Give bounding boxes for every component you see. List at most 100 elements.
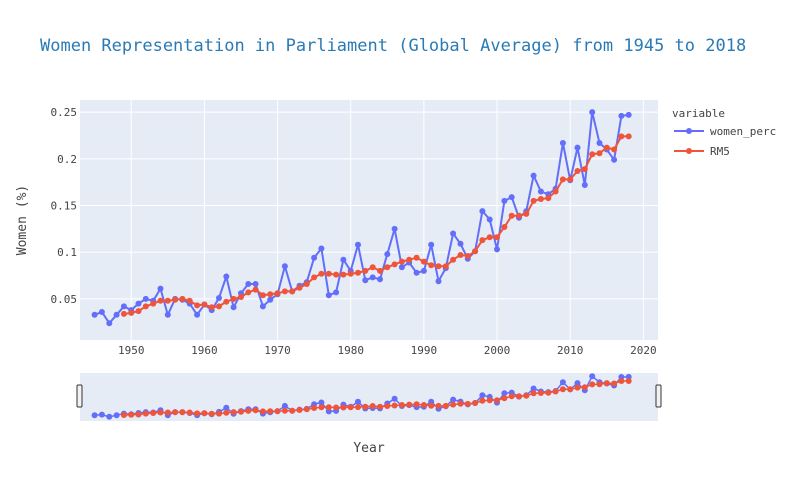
preview-data-point: [442, 402, 449, 409]
preview-data-point: [369, 403, 376, 409]
legend-marker: [686, 128, 692, 134]
data-point: [135, 308, 142, 315]
preview-data-point: [311, 405, 318, 411]
data-point: [530, 197, 537, 204]
legend-item-RM5[interactable]: RM5: [674, 145, 730, 158]
data-point: [223, 298, 230, 305]
data-point: [435, 263, 442, 270]
preview-data-point: [625, 378, 632, 384]
data-point: [537, 196, 544, 202]
data-point: [172, 296, 179, 303]
data-point: [259, 303, 266, 310]
data-point: [91, 311, 98, 318]
data-point: [486, 234, 493, 241]
data-point: [457, 252, 464, 258]
data-point: [611, 156, 618, 163]
x-tick-label: 2010: [557, 344, 584, 357]
data-point: [355, 241, 361, 248]
data-point: [128, 309, 135, 316]
data-point: [472, 248, 479, 255]
preview-data-point: [559, 386, 566, 393]
preview-data-point: [450, 401, 457, 408]
preview-data-point: [516, 393, 522, 400]
preview-data-point: [325, 408, 332, 415]
preview-data-point: [355, 404, 361, 411]
preview-data-point: [347, 404, 354, 411]
data-point: [281, 263, 288, 270]
data-point: [252, 286, 259, 293]
data-point: [113, 311, 120, 318]
range-slider-preview: [91, 373, 632, 420]
data-point: [413, 254, 420, 261]
data-point: [311, 274, 318, 281]
series-RM5: [120, 133, 632, 317]
preview-data-point: [318, 399, 325, 406]
preview-data-point: [325, 404, 332, 411]
preview-data-point: [142, 410, 149, 417]
data-point: [135, 300, 142, 307]
x-axis-title: Year: [353, 441, 384, 456]
data-point: [530, 172, 537, 179]
preview-data-point: [303, 406, 310, 413]
data-point: [340, 256, 347, 263]
range-slider[interactable]: [76, 373, 662, 421]
legend-label: women_perc: [710, 125, 776, 138]
data-point: [596, 140, 603, 146]
data-point: [508, 212, 515, 219]
data-point: [362, 277, 369, 284]
data-point: [318, 245, 325, 252]
data-point: [428, 262, 435, 269]
preview-data-point: [450, 396, 457, 403]
preview-data-point: [186, 409, 193, 416]
preview-data-point: [267, 408, 274, 415]
data-point: [574, 168, 581, 174]
data-point: [216, 295, 222, 301]
y-axis-title: Women (%): [15, 185, 30, 255]
data-point: [435, 278, 442, 285]
data-point: [157, 297, 164, 304]
data-point: [303, 281, 310, 287]
series-group: [91, 109, 632, 327]
preview-data-point: [508, 393, 515, 400]
data-point: [559, 140, 566, 146]
data-point: [479, 237, 486, 244]
preview-data-point: [238, 408, 244, 415]
preview-data-point: [106, 413, 113, 420]
x-axis-ticks: 1950 1960 1970 1980 1990 2000 2010 2020: [118, 344, 657, 357]
range-slider-left-handle[interactable]: [76, 384, 83, 408]
data-point: [120, 310, 127, 317]
data-point: [567, 176, 574, 183]
legend-item-women_perc[interactable]: women_perc: [674, 125, 776, 138]
grid: [80, 100, 658, 340]
preview-data-point: [625, 373, 632, 380]
preview-data-point: [428, 402, 435, 409]
data-point: [384, 251, 391, 258]
data-point: [186, 297, 193, 304]
preview-data-point: [486, 397, 493, 404]
preview-data-point: [230, 409, 237, 416]
data-point: [325, 270, 332, 277]
data-point: [98, 309, 105, 315]
data-point: [450, 230, 457, 237]
preview-series-RM5: [120, 378, 632, 418]
data-point: [581, 182, 588, 188]
range-slider-right-handle[interactable]: [655, 384, 662, 408]
data-point: [164, 311, 171, 318]
preview-data-point: [296, 407, 303, 413]
data-point: [223, 273, 230, 280]
preview-data-point: [355, 398, 361, 405]
data-point: [150, 300, 157, 307]
data-point: [318, 270, 325, 277]
x-tick-label: 1990: [411, 344, 438, 357]
preview-data-point: [333, 404, 340, 411]
preview-data-point: [340, 404, 347, 411]
data-point: [267, 291, 274, 298]
preview-data-point: [398, 402, 405, 408]
preview-data-point: [391, 402, 398, 409]
data-point: [281, 288, 288, 295]
preview-data-point: [120, 412, 127, 418]
preview-data-point: [252, 407, 259, 414]
data-point: [369, 264, 376, 271]
data-point: [142, 303, 149, 310]
preview-data-point: [289, 407, 296, 414]
